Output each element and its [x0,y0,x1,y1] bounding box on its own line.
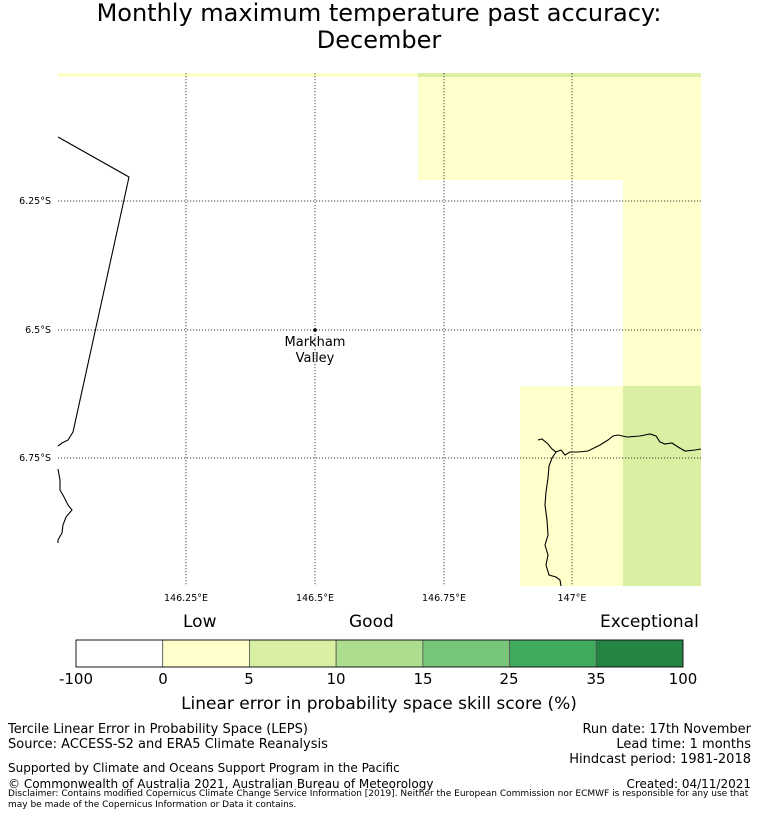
colorbar-segment [249,639,337,668]
title-line-2: December [316,26,442,54]
lat-tick-label: 6.75°S [19,453,51,464]
skill-cell [520,386,623,586]
colorbar-segment [422,639,510,668]
colorbar-tick-label: 5 [244,670,254,688]
place-label-line-1: Markham [284,335,346,350]
footer-created: Created: 04/11/2021 [626,777,751,791]
lon-tick-label: 146.25°E [164,593,208,604]
colorbar [75,639,684,668]
lon-tick-label: 146.5°E [296,593,334,604]
footer-supported: Supported by Climate and Oceans Support … [8,761,400,775]
skill-cell [623,180,701,386]
colorbar-category-low: Low [183,612,217,632]
gridlines [58,73,701,586]
footer-right: Run date: 17th November Lead time: 1 mon… [569,722,751,767]
lon-tick-label: 147°E [557,593,587,604]
lon-tick-label: 146.75°E [422,593,466,604]
colorbar-segment [162,639,250,668]
footer-run-date: Run date: 17th November [582,722,751,737]
colorbar-segment [335,639,424,668]
place-label: Markham Valley [265,335,365,367]
footer-hindcast: Hindcast period: 1981-2018 [569,752,751,767]
footer-disclaimer: Disclaimer: Contains modified Copernicus… [8,789,749,810]
place-label-line-2: Valley [295,351,335,366]
footer-lead-time: Lead time: 1 months [616,737,751,752]
lat-tick-label: 6.25°S [19,196,51,207]
footer-source: Source: ACCESS-S2 and ERA5 Climate Reana… [8,737,328,752]
coastline [57,136,130,447]
colorbar-tick-label: -100 [58,670,94,688]
coastline [57,468,73,543]
skill-cell [418,73,701,77]
chart-title: Monthly maximum temperature past accurac… [0,0,758,54]
colorbar-tick-label: 10 [326,670,346,688]
colorbar-tick-label: 25 [499,670,519,688]
colorbar-category-good: Good [349,612,394,632]
skill-cell [58,73,418,77]
colorbar-segment [509,639,597,668]
map-panel [57,73,702,587]
colorbar-segment [595,639,684,668]
skill-cell [623,386,701,586]
colorbar-axis-label: Linear error in probability space skill … [181,694,577,714]
colorbar-tick-label: 0 [158,670,168,688]
coastline [555,433,702,456]
footer-method: Tercile Linear Error in Probability Spac… [8,722,308,737]
colorbar-tick-label: 35 [586,670,606,688]
colorbar-tick-label: 15 [413,670,433,688]
coastline [537,438,562,587]
colorbar-segment [75,639,164,668]
colorbar-tick-label: 100 [668,670,698,688]
footer-left: Tercile Linear Error in Probability Spac… [8,722,328,752]
location-marker [313,328,317,332]
title-line-1: Monthly maximum temperature past accurac… [96,0,662,27]
footer-copyright: © Commonwealth of Australia 2021, Austra… [8,777,434,791]
lat-tick-label: 6.5°S [25,325,51,336]
colorbar-category-exceptional: Exceptional [600,612,699,632]
skill-cell [418,77,701,180]
